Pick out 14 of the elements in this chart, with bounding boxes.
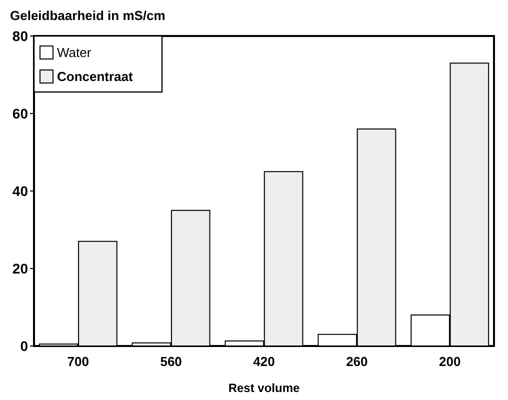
y-tick-label: 20: [12, 260, 28, 276]
x-tick-label: 260: [346, 354, 368, 369]
legend-label: Concentraat: [57, 69, 134, 84]
y-tick-label: 0: [20, 338, 28, 354]
y-tick-label: 80: [12, 28, 28, 44]
x-tick-label: 560: [160, 354, 182, 369]
x-tick-label: 420: [253, 354, 275, 369]
y-tick-label: 60: [12, 105, 28, 122]
y-tick-label: 40: [12, 182, 28, 199]
legend-label: Water: [57, 45, 92, 60]
x-tick-label: 200: [439, 354, 461, 369]
chart-title: Geleidbaarheid in mS/cm: [10, 8, 166, 23]
x-tick-label: 700: [67, 354, 89, 369]
x-axis-title: Rest volume: [228, 381, 300, 395]
